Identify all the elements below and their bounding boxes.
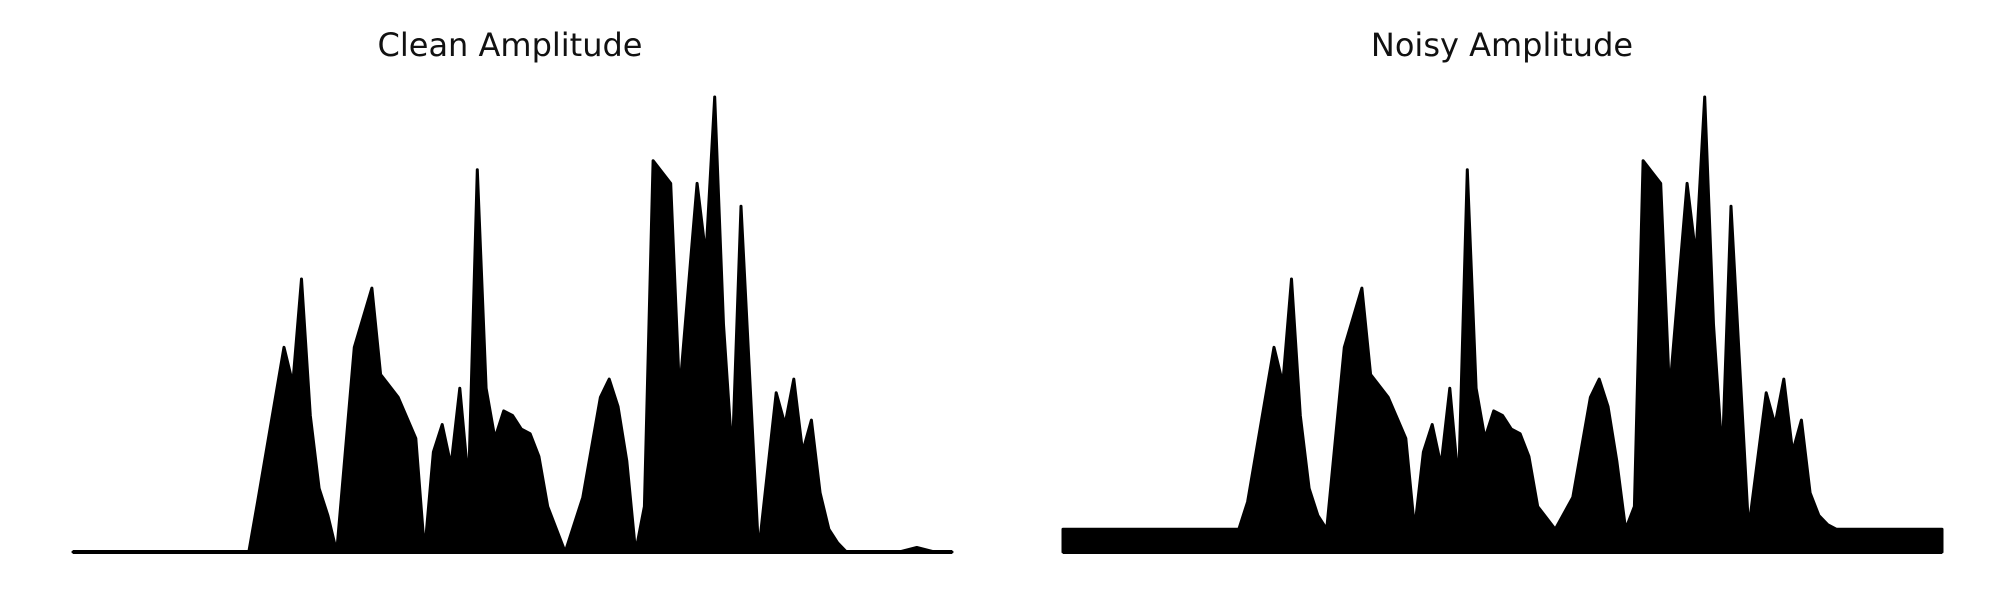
noisy-amplitude-panel: Noisy Amplitude xyxy=(1000,0,2000,600)
clean-amplitude-panel: Clean Amplitude xyxy=(71,26,954,554)
noisy-amplitude-plot xyxy=(1061,95,1944,554)
noisy-amplitude-series xyxy=(1061,95,1944,554)
chart-title: Clean Amplitude xyxy=(377,26,643,64)
clean-amplitude-series xyxy=(71,95,954,554)
chart-title: Noisy Amplitude xyxy=(1370,26,1634,64)
clean-amplitude-plot xyxy=(71,95,954,554)
